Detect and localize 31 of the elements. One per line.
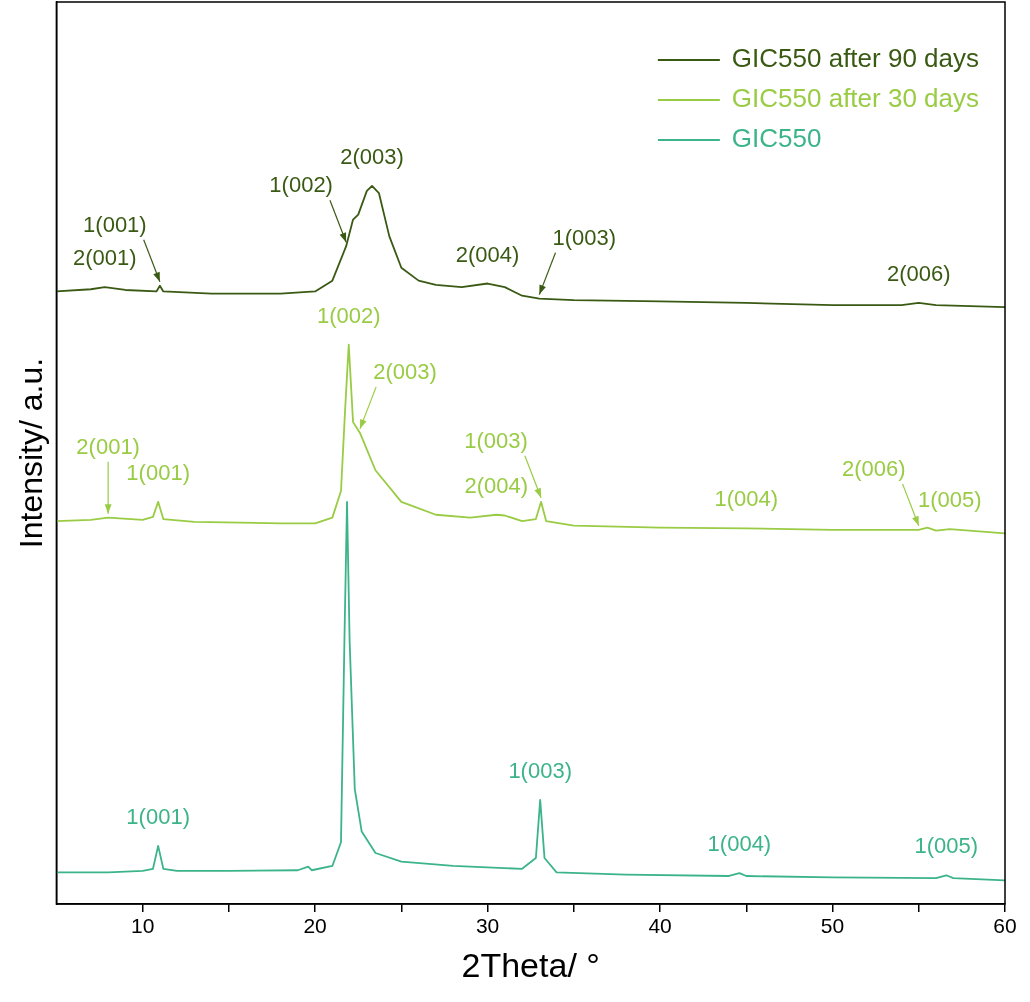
annotation: 2(001) [76,433,140,459]
annotation: 1(001) [126,459,190,485]
annotation: 2(006) [841,455,906,481]
annotation: 2(003) [340,143,404,169]
annotation: 1(003) [464,427,528,453]
x-tick-label: 60 [993,914,1017,938]
annotation: 2(006) [886,260,951,286]
legend-label: GIC550 after 30 days [731,83,979,114]
legend-label: GIC550 [731,123,822,154]
annotation: 2(004) [455,241,520,267]
annotation: 1(005) [914,833,979,859]
annotation: 1(004) [714,486,779,512]
x-tick-label: 30 [475,914,500,938]
y-axis-title: Intensity/ a.u. [13,357,50,549]
annotation: 1(004) [707,831,772,857]
legend-label: GIC550 after 90 days [731,43,979,74]
annotation: 1(005) [918,487,982,513]
annotation: 1(002) [269,172,333,198]
x-tick-label: 10 [130,914,155,938]
annotation: 1(001) [83,211,147,237]
x-tick-label: 40 [648,914,672,938]
annotation: 2(004) [464,472,528,498]
annotation: 1(003) [552,224,617,250]
annotation: 1(001) [126,803,190,829]
annotation: 2(003) [373,358,437,384]
x-tick-label: 20 [303,914,327,938]
annotation: 2(001) [72,245,137,271]
annotation: 1(003) [508,757,572,783]
annotation: 1(002) [316,302,381,328]
x-axis-title: 2Theta/ ° [461,945,600,984]
x-tick-label: 50 [820,914,845,938]
